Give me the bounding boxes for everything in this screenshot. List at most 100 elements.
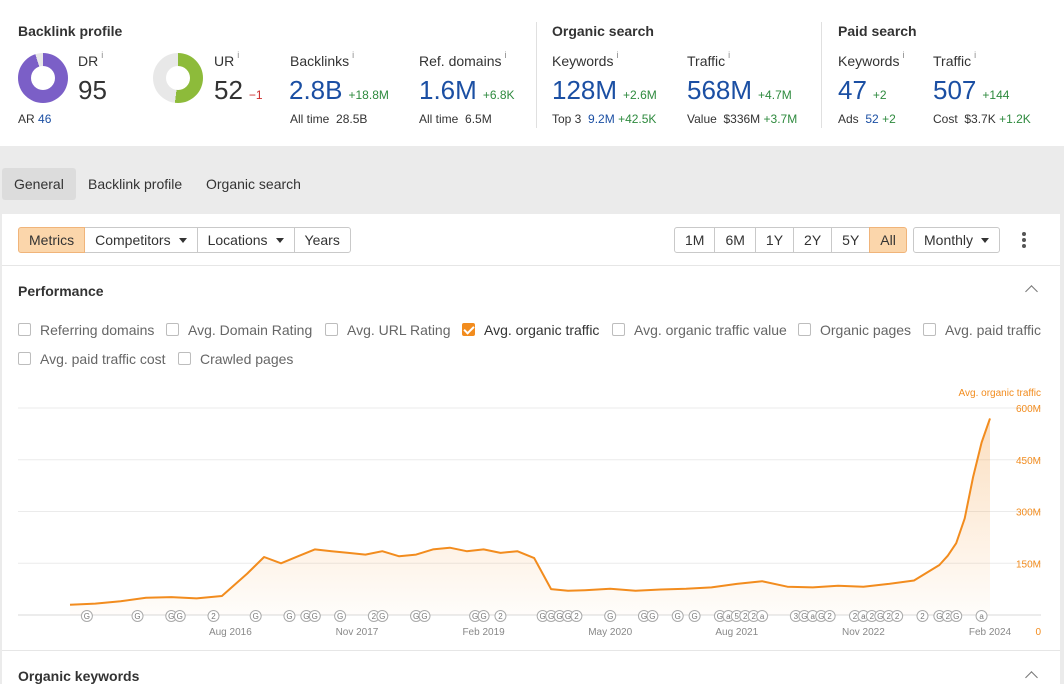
info-icon[interactable]: i	[237, 50, 240, 60]
update-marker-label: 2	[920, 612, 925, 621]
update-marker-label: 2	[886, 612, 891, 621]
update-marker-G: G	[553, 610, 566, 622]
range-all-button[interactable]: All	[869, 227, 907, 253]
update-marker-label: a	[861, 612, 866, 621]
tab-backlink-profile[interactable]: Backlink profile	[88, 176, 183, 192]
range-2y-button[interactable]: 2Y	[793, 227, 833, 253]
update-marker-2: 2	[916, 610, 929, 622]
backlinks-label[interactable]: Backlinks i	[290, 50, 355, 69]
update-marker-label: a	[726, 612, 731, 621]
organic-search-title: Organic search	[552, 23, 654, 39]
tab-general[interactable]: General	[2, 168, 76, 200]
ref-domains-all-time: All time 6.5M	[419, 112, 492, 126]
ar-value[interactable]: 46	[38, 112, 52, 126]
update-marker-label: 3	[794, 612, 799, 621]
checkbox-avg-organic-traffic-value[interactable]: Avg. organic traffic value	[612, 322, 787, 338]
checkbox-avg-organic-traffic[interactable]: Avg. organic traffic	[462, 322, 599, 338]
chart-mode-toolbar: Metrics Competitors Locations Years	[18, 227, 351, 253]
update-marker-label: G	[641, 612, 647, 621]
checkbox-avg-paid-traffic[interactable]: Avg. paid traffic	[923, 322, 1041, 338]
update-marker-label: G	[472, 612, 478, 621]
update-marker-G: G	[713, 610, 726, 622]
organic-keywords-value[interactable]: 128M +2.6M	[552, 75, 657, 105]
organic-keywords-section-title: Organic keywords	[18, 668, 140, 684]
checkbox-organic-pages[interactable]: Organic pages	[798, 322, 911, 338]
info-icon[interactable]: i	[728, 50, 731, 60]
update-marker-label: 2	[751, 612, 756, 621]
more-options-icon[interactable]	[1019, 232, 1029, 250]
y-tick-label: 150M	[1016, 559, 1041, 570]
ur-value: 52 −1	[214, 75, 263, 105]
update-marker-G: G	[334, 610, 347, 622]
organic-traffic-value[interactable]: 568M +4.7M	[687, 75, 792, 105]
update-marker-label: 2	[895, 612, 900, 621]
info-icon[interactable]: i	[101, 50, 104, 60]
update-marker-label: G	[691, 612, 697, 621]
info-icon[interactable]: i	[352, 50, 355, 60]
update-marker-circle	[477, 610, 490, 622]
update-marker-label: G	[540, 612, 546, 621]
organic-keywords-label[interactable]: Keywords i	[552, 50, 619, 69]
info-icon[interactable]: i	[902, 50, 905, 60]
checkbox-crawled-pages[interactable]: Crawled pages	[178, 351, 293, 367]
update-marker-label: G	[565, 612, 571, 621]
ref-domains-value[interactable]: 1.6M +6.8K	[419, 75, 515, 105]
update-marker-label: G	[936, 612, 942, 621]
metrics-button[interactable]: Metrics	[18, 227, 86, 253]
ur-donut-chart	[153, 53, 203, 103]
checkbox-avg-url-rating[interactable]: Avg. URL Rating	[325, 322, 451, 338]
dr-label[interactable]: DR i	[78, 50, 104, 69]
update-marker-circle	[283, 610, 296, 622]
update-marker-label: G	[286, 612, 292, 621]
info-icon[interactable]: i	[504, 50, 507, 60]
update-marker-circle	[334, 610, 347, 622]
divider	[2, 650, 1060, 651]
organic-traffic-label[interactable]: Traffic i	[687, 50, 731, 69]
range-6m-button[interactable]: 6M	[714, 227, 756, 253]
dr-donut-chart	[18, 53, 68, 103]
y-tick-label: 300M	[1016, 508, 1041, 519]
update-marker-G: G	[688, 610, 701, 622]
paid-keywords-label[interactable]: Keywords i	[838, 50, 905, 69]
ur-label[interactable]: UR i	[214, 50, 240, 69]
locations-dropdown[interactable]: Locations	[196, 227, 295, 253]
competitors-dropdown[interactable]: Competitors	[84, 227, 198, 253]
update-marker-label: G	[312, 612, 318, 621]
info-icon[interactable]: i	[974, 50, 977, 60]
update-marker-label: G	[818, 612, 824, 621]
granularity-dropdown[interactable]: Monthly	[913, 227, 1001, 253]
update-marker-circle	[249, 610, 262, 622]
y-tick-label: 0	[1035, 627, 1041, 638]
range-5y-button[interactable]: 5Y	[831, 227, 871, 253]
ref-domains-label[interactable]: Ref. domains i	[419, 50, 507, 69]
backlinks-value[interactable]: 2.8B +18.8M	[289, 75, 389, 105]
x-tick-label: Nov 2017	[336, 627, 379, 638]
years-button[interactable]: Years	[293, 227, 351, 253]
update-marker-circle	[418, 610, 431, 622]
update-marker-circle	[80, 610, 93, 622]
update-marker-G: G	[249, 610, 262, 622]
update-marker-label: G	[379, 612, 385, 621]
chevron-down-icon	[981, 237, 990, 243]
checkbox-avg-paid-traffic-cost[interactable]: Avg. paid traffic cost	[18, 351, 166, 367]
paid-keywords-value[interactable]: 47 +2	[838, 75, 887, 105]
info-icon[interactable]: i	[616, 50, 619, 60]
y-tick-label: 450M	[1016, 456, 1041, 467]
paid-traffic-value[interactable]: 507 +144	[933, 75, 1010, 105]
range-1y-button[interactable]: 1Y	[754, 227, 795, 253]
update-marker-G: G	[646, 610, 659, 622]
paid-traffic-label[interactable]: Traffic i	[933, 50, 977, 69]
update-marker-circle	[916, 610, 929, 622]
checkbox-avg-domain-rating[interactable]: Avg. Domain Rating	[166, 322, 312, 338]
range-1m-button[interactable]: 1M	[674, 227, 716, 253]
update-marker-circle	[173, 610, 186, 622]
tab-organic-search[interactable]: Organic search	[206, 176, 301, 192]
update-marker-circle	[950, 610, 963, 622]
checkbox-referring-domains[interactable]: Referring domains	[18, 322, 154, 338]
update-marker-circle	[646, 610, 659, 622]
update-marker-2: 2	[570, 610, 583, 622]
range-toolbar: 1M 6M 1Y 2Y 5Y All	[674, 227, 907, 253]
update-marker-G: G	[131, 610, 144, 622]
update-marker-G: G	[604, 610, 617, 622]
